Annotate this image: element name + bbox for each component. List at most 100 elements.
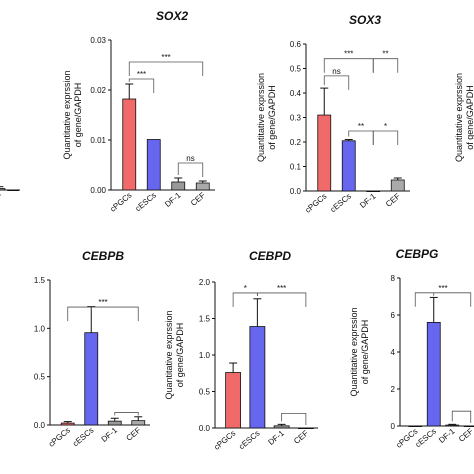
significance-label: *** [344,50,353,59]
y-tick-label: 6 [391,311,396,320]
y-axis-label: Quantitative exprssion [256,73,266,162]
y-axis-label: of gene/GAPDH [267,85,277,150]
bar-df-1 [171,181,186,191]
significance-label: *** [438,284,447,293]
y-tick-label: 0.0 [34,421,46,430]
bar-cpgcs [317,114,332,192]
significance-label: *** [137,70,146,79]
chart-title: CEBPG [396,247,439,261]
significance-label: * [244,284,247,293]
y-tick-label: 0.3 [290,114,302,123]
bar-df-1 [366,190,381,193]
panel-left-edge-top: DF- [0,186,20,206]
bar-cef [297,427,314,430]
bar-df-1 [107,420,122,426]
bar-cef [131,420,146,426]
y-tick-label: 0.03 [90,36,106,45]
bar-cpgcs [122,98,137,191]
y-tick-label: 4 [391,348,396,357]
chart-title: SOX2 [156,9,188,23]
significance-bracket [323,75,350,90]
y-tick-label: 0.1 [290,163,302,172]
y-tick-label: 0.0 [199,424,211,433]
significance-bracket [281,412,307,425]
bar-cef [195,182,210,191]
category-label: CEF [189,191,207,208]
significance-bracket [414,292,472,307]
bar-df-1 [0,188,6,191]
category-label: DF-1 [163,190,183,209]
significance-label: ** [382,50,388,59]
y-axis-label: of gene/GAPDH [465,85,474,150]
significance-label: *** [277,284,286,293]
y-tick-label: 0.5 [199,388,211,397]
category-label: CEF [124,426,142,443]
significance-bracket [67,306,139,322]
category-label: cPGCs [108,191,133,214]
bar-cescs [341,140,356,192]
y-axis-label: Quantitative exprssion [454,73,464,162]
y-axis-label: Quantitative exprssion [349,307,359,396]
chart-title: SOX3 [349,13,381,27]
significance-bracket [177,162,204,177]
significance-bracket [451,410,472,423]
category-label: DF-1 [437,426,457,445]
panel-sox3: SOX3 Quantitative exprssion of gene/GAPDH 0… [256,13,410,215]
y-axis-label: of gene/GAPDH [73,83,83,148]
significance-label: *** [98,298,107,307]
y-tick-label: 8 [391,274,396,283]
category-label: cPGCs [303,192,328,215]
bar-df-1 [445,424,460,427]
y-tick-label: 0.6 [290,40,302,49]
y-tick-label: 0.2 [290,138,302,147]
bar-cpgcs [60,422,75,426]
category-label: cESCs [134,191,159,214]
significance-label: * [384,122,387,131]
panel-cebpg: CEBPG Quantitative exprssion of gene/GAPDH… [349,247,474,450]
panel-right-edge-top: Quantitative exprssion of gene/GAPDH [454,73,474,162]
category-label: cESCs [237,429,262,452]
y-axis-label: Quantitative exprssion [164,310,174,399]
chart-title: CEBPD [249,249,291,263]
bar-cescs [146,139,161,191]
y-tick-label: 1.0 [34,324,46,333]
category-label: CEF [292,429,310,446]
y-tick-label: 0.00 [90,186,106,195]
category-label: DF-1 [267,428,287,447]
significance-bracket [256,292,307,307]
y-tick-label: 1.5 [34,276,46,285]
significance-bracket [128,61,204,76]
y-tick-label: 0.4 [290,89,302,98]
y-tick-label: 0.5 [34,373,46,382]
significance-bracket [232,292,258,307]
bar-cef [463,425,474,428]
significance-label: ns [332,67,340,76]
y-tick-label: 1.0 [199,351,211,360]
y-tick-label: 0.5 [290,65,302,74]
panel-cebpd: CEBPD Quantitative exprssion of gene/GAPDH… [164,249,318,452]
bar-cescs [426,321,441,427]
significance-label: *** [161,53,170,62]
bar-cef [7,189,20,192]
significance-bracket [372,130,399,145]
significance-bracket [114,412,139,416]
category-label: DF-1 [100,425,120,444]
category-label: cPGCs [47,426,72,449]
category-label: CEF [384,192,402,209]
bar-cpgcs [225,372,242,429]
y-axis-label: of gene/GAPDH [360,320,370,385]
category-label: cESCs [414,427,439,450]
significance-label: ns [186,154,194,163]
category-label: cESCs [71,426,96,449]
bar-df-1 [273,425,290,429]
y-tick-label: 2 [391,385,396,394]
category-label: CEF [457,427,474,444]
chart-title: CEBPB [82,249,124,263]
bar-cescs [84,332,99,426]
y-axis-label: Quantitative exprssion [62,70,72,159]
y-axis-label: of gene/GAPDH [175,323,185,388]
category-label: cPGCs [212,429,237,452]
category-label: cESCs [329,192,354,215]
